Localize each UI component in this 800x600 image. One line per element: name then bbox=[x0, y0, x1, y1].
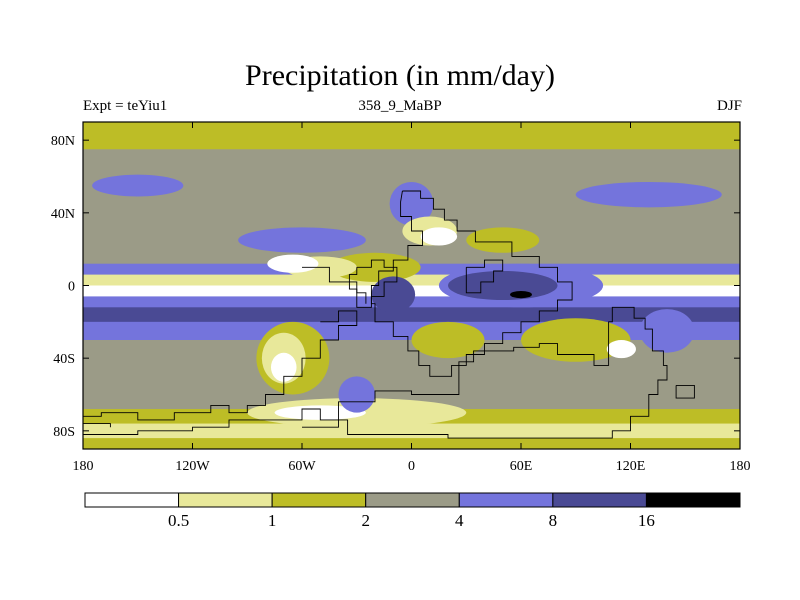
coastline-4 bbox=[83, 306, 668, 439]
coastline-3 bbox=[83, 310, 358, 421]
y-tick-label: 0 bbox=[68, 280, 75, 295]
precip-band-11 bbox=[83, 340, 740, 410]
precip-region-23 bbox=[338, 376, 375, 413]
colorbar-swatch bbox=[178, 492, 273, 508]
season-label: DJF bbox=[716, 98, 742, 114]
colorbar-label: 1 bbox=[268, 511, 277, 530]
x-tick-label: 120W bbox=[175, 459, 210, 474]
experiment-label: Expt = teYiu1 bbox=[83, 98, 168, 114]
precip-region-0 bbox=[238, 227, 366, 253]
coastline-7 bbox=[83, 423, 111, 428]
precip-region-1 bbox=[92, 174, 184, 197]
coastline-1 bbox=[348, 259, 398, 308]
precip-region-19 bbox=[411, 321, 485, 359]
precip-region-21 bbox=[606, 340, 636, 359]
colorbar-label: 8 bbox=[549, 511, 558, 530]
y-tick-label: 80N bbox=[51, 134, 75, 149]
precip-region-11 bbox=[448, 270, 558, 301]
precip-region-12 bbox=[510, 290, 532, 299]
coastlines bbox=[83, 190, 695, 439]
colorbar-swatch bbox=[365, 492, 460, 508]
x-tick-label: 60W bbox=[288, 459, 316, 474]
y-tick-label: 40S bbox=[53, 352, 75, 367]
colorbar-label: 4 bbox=[455, 511, 464, 530]
y-tick-label: 40N bbox=[51, 207, 75, 222]
x-tick-label: 180 bbox=[73, 459, 94, 474]
x-tick-label: 180 bbox=[730, 459, 751, 474]
x-tick-label: 0 bbox=[408, 459, 415, 474]
colorbar-swatch bbox=[552, 492, 647, 508]
precip-region-22 bbox=[639, 309, 695, 353]
precip-region-16 bbox=[270, 352, 297, 382]
coastline-5 bbox=[302, 266, 367, 304]
precip-region-9 bbox=[466, 227, 540, 253]
colorbar-label: 16 bbox=[638, 511, 655, 530]
precip-band-13 bbox=[83, 423, 740, 439]
colorbar-swatch bbox=[645, 492, 741, 508]
colorbar: 0.5 1 2 4 8 16 bbox=[84, 492, 741, 530]
precip-region-2 bbox=[575, 181, 722, 208]
coastline-2 bbox=[465, 259, 504, 294]
precip-region-8 bbox=[420, 227, 458, 246]
precip-band-9 bbox=[83, 307, 740, 323]
colorbar-swatch bbox=[458, 492, 554, 508]
x-tick-label: 120E bbox=[616, 459, 646, 474]
precip-region-6 bbox=[267, 254, 319, 273]
colorbar-swatch bbox=[84, 492, 180, 508]
precip-region-20 bbox=[521, 318, 631, 362]
colorbar-swatch bbox=[271, 492, 367, 508]
x-tick-label: 60E bbox=[510, 459, 533, 474]
coastline-6 bbox=[675, 384, 695, 399]
chart-title: Precipitation (in mm/day) bbox=[245, 59, 555, 92]
axes: 180 120W 60W 0 60E 120E 180 80N 40N 0 40S 80S bbox=[51, 122, 751, 474]
y-tick-label: 80S bbox=[53, 425, 75, 440]
precip-region-13 bbox=[371, 276, 416, 313]
precip-band-6 bbox=[83, 274, 740, 286]
precip-band-1 bbox=[83, 149, 740, 177]
coastline-0 bbox=[370, 190, 573, 377]
colorbar-label: 0.5 bbox=[168, 511, 189, 530]
map-field bbox=[83, 122, 740, 449]
period-label: 358_9_MaBP bbox=[358, 98, 442, 114]
colorbar-label: 2 bbox=[361, 511, 370, 530]
